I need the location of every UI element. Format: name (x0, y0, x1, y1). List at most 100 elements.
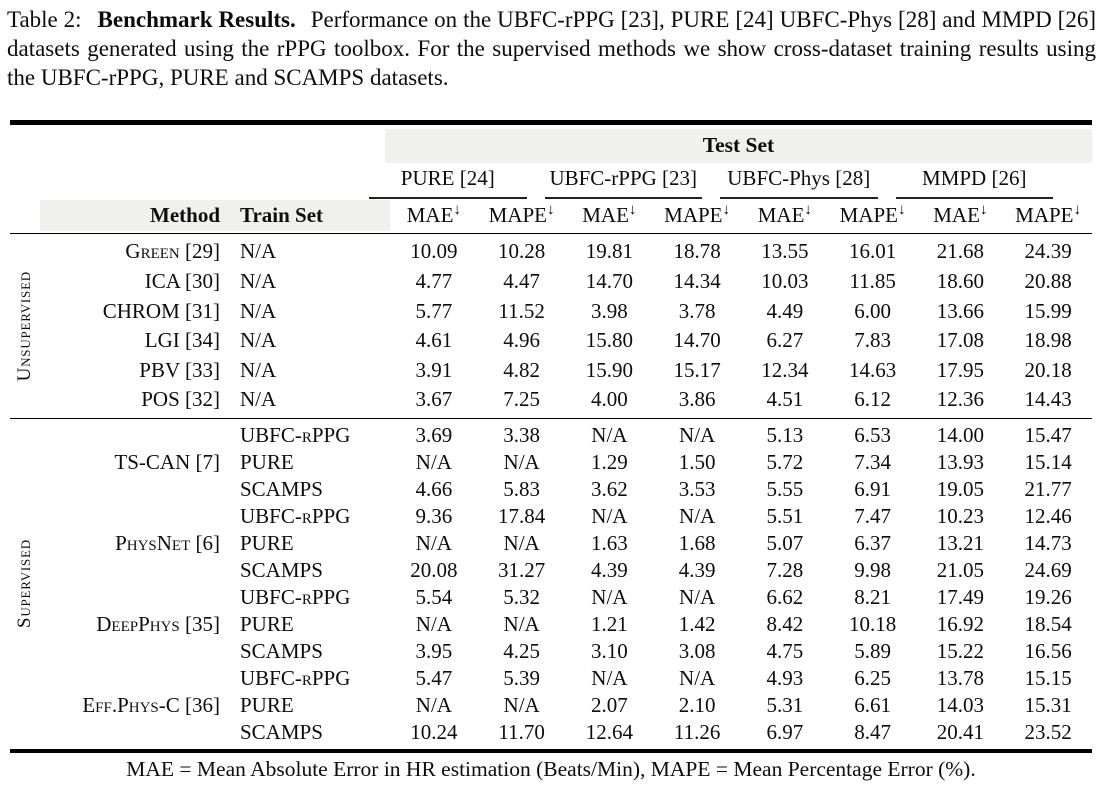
value-cell: N/A (415, 530, 452, 555)
value-cell: N/A (679, 665, 716, 690)
method-cell: CHROM [31] (102, 298, 220, 323)
train-cell: SCAMPS (240, 638, 323, 663)
caption-title: Benchmark Results. (97, 7, 296, 32)
table-body: Unsupervised Green [29] N/A 10.09 10.28 19.81… (10, 234, 1092, 749)
value-cell: N/A (415, 692, 452, 717)
value-cell: 21.05 (936, 557, 984, 582)
train-cell: N/A (240, 387, 277, 412)
dataset-header: UBFC-rPPG [23] (536, 163, 712, 200)
value-cell: 13.66 (936, 298, 984, 323)
table-footnote: MAE = Mean Absolute Error in HR estimati… (126, 757, 976, 782)
value-cell: N/A (591, 503, 628, 528)
value-cell: 4.25 (503, 638, 540, 663)
section-label-box: Unsupervised (10, 234, 40, 418)
value-cell: N/A (679, 503, 716, 528)
value-cell: 2.10 (678, 692, 716, 717)
metric-header: MAE↓ (933, 201, 988, 227)
value-cell: 5.07 (766, 530, 804, 555)
train-cell: PURE (240, 692, 294, 717)
value-cell: 10.28 (498, 239, 546, 264)
value-cell: 4.77 (415, 268, 453, 293)
value-cell: 5.51 (766, 503, 804, 528)
train-cell: SCAMPS (240, 719, 323, 744)
value-cell: 18.98 (1024, 328, 1072, 353)
value-cell: 6.12 (854, 387, 891, 412)
value-cell: 17.95 (936, 357, 984, 382)
value-cell: 23.52 (1024, 719, 1072, 744)
header-rule (10, 232, 1092, 235)
down-arrow-icon: ↓ (453, 201, 461, 218)
value-cell: 15.31 (1024, 692, 1072, 717)
metric-header: MAPE↓ (839, 201, 906, 227)
value-cell: 16.56 (1024, 638, 1072, 663)
value-cell: 18.60 (936, 268, 984, 293)
train-cell: N/A (240, 328, 277, 353)
method-cell: TS-CAN [7] (114, 449, 220, 474)
value-cell: 16.92 (936, 611, 984, 636)
value-cell: N/A (679, 584, 716, 609)
value-cell: 3.53 (678, 476, 716, 501)
value-cell: 7.83 (854, 328, 891, 353)
caption-label: Table 2: (7, 7, 82, 32)
value-cell: 8.47 (854, 719, 891, 744)
value-cell: 5.31 (766, 692, 804, 717)
column-header-row: Method Train Set MAE↓ MAPE↓ MAE↓ MAPE↓ MAE↓ M… (10, 199, 1092, 231)
value-cell: 6.62 (766, 584, 804, 609)
method-cell: LGI [34] (144, 328, 220, 353)
value-cell: 5.47 (415, 665, 453, 690)
value-cell: 11.70 (498, 719, 545, 744)
section-label-box: Supervised (10, 419, 40, 749)
value-cell: 4.96 (503, 328, 540, 353)
table-caption: Table 2: Benchmark Results. Performance … (0, 0, 1102, 92)
value-cell: 1.68 (678, 530, 716, 555)
value-cell: 20.18 (1024, 357, 1072, 382)
value-cell: 15.22 (936, 638, 984, 663)
metric-header: MAPE↓ (1015, 201, 1082, 227)
value-cell: 14.63 (849, 357, 897, 382)
value-cell: 1.42 (678, 611, 716, 636)
down-arrow-icon: ↓ (722, 201, 731, 218)
train-cell: UBFC-rPPG (240, 503, 351, 528)
value-cell: 10.18 (849, 611, 897, 636)
top-rule (10, 120, 1092, 125)
value-cell: 18.54 (1024, 611, 1072, 636)
value-cell: 7.28 (766, 557, 804, 582)
train-cell: UBFC-rPPG (240, 422, 351, 447)
value-cell: 7.25 (503, 387, 540, 412)
train-cell: N/A (240, 239, 277, 264)
metric-header: MAPE↓ (664, 201, 731, 227)
value-cell: 5.54 (415, 584, 453, 609)
value-cell: 3.08 (678, 638, 716, 663)
value-cell: N/A (679, 422, 716, 447)
train-set-column-header: Train Set (228, 199, 390, 231)
bottom-rule (10, 748, 1092, 754)
train-cell: SCAMPS (240, 476, 323, 501)
value-cell: 8.42 (766, 611, 804, 636)
method-column-header: Method (40, 199, 228, 231)
value-cell: 15.14 (1024, 449, 1072, 474)
down-arrow-icon: ↓ (1073, 201, 1082, 218)
value-cell: 4.75 (766, 638, 804, 663)
value-cell: 7.47 (854, 503, 891, 528)
value-cell: 4.00 (591, 387, 628, 412)
value-cell: 6.00 (854, 298, 891, 323)
down-arrow-icon: ↓ (547, 201, 555, 218)
down-arrow-icon: ↓ (804, 201, 812, 218)
value-cell: N/A (503, 611, 540, 636)
value-cell: 1.29 (591, 449, 628, 474)
value-cell: 12.36 (936, 387, 984, 412)
value-cell: 12.64 (585, 719, 633, 744)
dataset-header: UBFC-Phys [28] (711, 163, 887, 200)
train-cell: N/A (240, 357, 277, 382)
value-cell: 24.39 (1024, 239, 1072, 264)
value-cell: 3.62 (591, 476, 628, 501)
value-cell: 11.26 (673, 719, 721, 744)
value-cell: 6.97 (766, 719, 804, 744)
value-cell: 4.39 (678, 557, 716, 582)
method-cell: PBV [33] (139, 357, 220, 382)
value-cell: 8.21 (854, 584, 891, 609)
value-cell: 4.82 (503, 357, 540, 382)
value-cell: 13.21 (936, 530, 984, 555)
section-rows: Green [29] N/A 10.09 10.28 19.81 18.78 13.55 16… (40, 234, 1092, 418)
value-cell: 10.23 (936, 503, 984, 528)
